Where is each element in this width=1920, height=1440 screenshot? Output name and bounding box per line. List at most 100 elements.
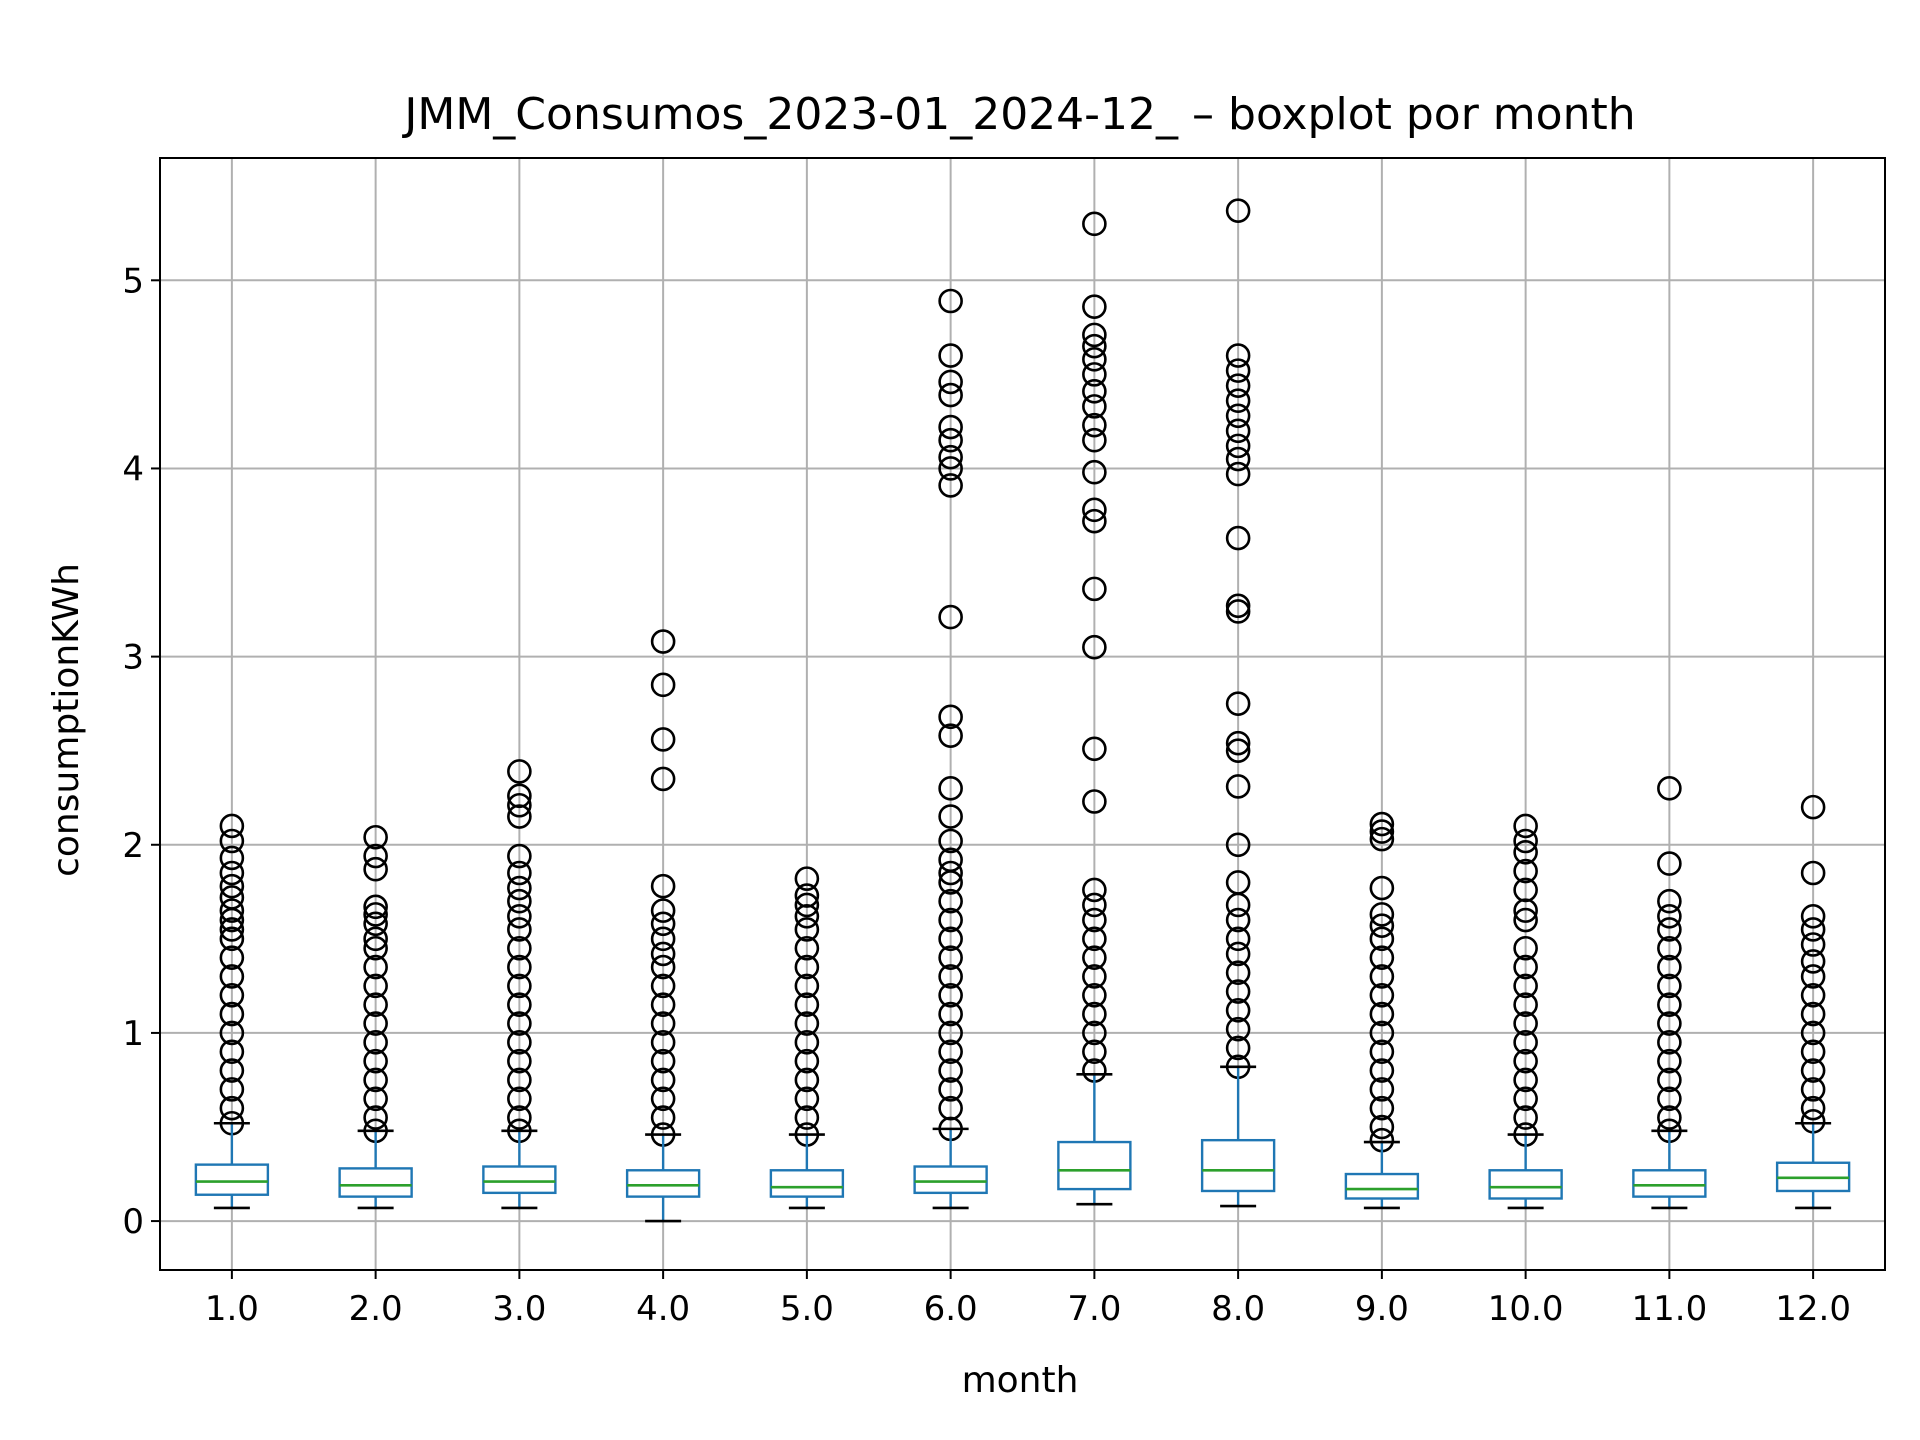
x-tick-label: 6.0 [924,1289,978,1329]
flier-point [650,1105,676,1130]
flier-point [219,1039,245,1065]
flier-point [219,917,245,942]
flier-point [219,898,245,923]
iqr-box [625,1169,701,1198]
box-month-12.0 [1775,794,1851,1210]
flier-point [1657,954,1682,980]
flier-point [219,982,245,1008]
flier-point [1082,964,1107,989]
flier-point [219,845,245,871]
flier-point [507,1048,532,1074]
flier-point [650,766,676,792]
flier-point [507,888,532,914]
flier-point [650,973,676,999]
flier-point [794,903,820,929]
flier-point [794,1105,820,1130]
flier-point [363,824,388,850]
flier-point [219,828,245,854]
flier-point [1657,917,1682,942]
flier-point [1800,982,1826,1008]
flier-point [1657,1067,1682,1093]
flier-point [938,964,963,989]
flier-point [1225,1016,1251,1042]
flier-point [1225,998,1251,1023]
flier-point [938,804,963,829]
flier-point [1513,1105,1538,1130]
flier-point [1800,932,1826,957]
flier-point [1800,1039,1826,1065]
x-tick-label: 11.0 [1632,1289,1708,1329]
y-tick-label: 1 [122,1014,144,1054]
flier-point [1513,858,1538,884]
flier-point [363,894,388,920]
flier-point [1369,826,1395,852]
iqr-box [769,1169,845,1198]
flier-point [1369,875,1395,901]
flier-point [938,723,963,748]
x-tick-label: 1.0 [205,1289,259,1329]
flier-point [1082,497,1107,523]
x-tick-label: 2.0 [349,1289,403,1329]
flier-point [219,860,245,886]
flier-point [650,911,676,937]
flier-point [1657,973,1682,999]
flier-point [507,954,532,980]
flier-point [1082,394,1107,419]
flier-point [938,382,963,408]
flier-point [507,1086,532,1112]
flier-point [1513,935,1538,961]
flier-point [1082,1001,1107,1027]
flier-point [1082,322,1107,348]
flier-point [1082,1039,1107,1065]
flier-point [1657,1048,1682,1074]
iqr-box [194,1163,270,1196]
flier-point [507,917,532,942]
flier-point [507,1011,532,1036]
x-tick-label: 5.0 [780,1289,834,1329]
flier-point [1082,1020,1107,1046]
flier-point [650,629,676,654]
flier-point [1369,1077,1395,1102]
x-tick-label: 12.0 [1775,1289,1851,1329]
flier-point [1513,1048,1538,1074]
flier-point [1369,913,1395,938]
flier-point [1225,373,1251,398]
flier-point [1513,898,1538,923]
flier-point [938,414,963,440]
flier-point [938,860,963,886]
flier-point [1225,870,1251,895]
flier-point [363,954,388,980]
iqr-box [1632,1169,1707,1198]
flier-point [650,1067,676,1093]
flier-point [794,1030,820,1055]
flier-point [1225,926,1251,952]
flier-point [938,604,963,630]
flier-point [1225,358,1251,383]
x-tick-label: 8.0 [1211,1289,1265,1329]
flier-point [1657,776,1682,801]
iqr-box [482,1165,557,1195]
flier-point [219,813,245,839]
flier-point [363,1011,388,1036]
flier-point [938,704,963,730]
x-tick-label: 10.0 [1488,1289,1564,1329]
flier-point [1657,1030,1682,1055]
flier-point [219,1001,245,1027]
flier-point [1225,941,1251,967]
flier-point [1225,403,1251,429]
grid-lines [160,158,1885,1270]
flier-point [650,1011,676,1036]
iqr-box [1200,1138,1276,1193]
flier-point [1082,333,1107,359]
box-month-11.0 [1632,776,1707,1210]
flier-point [507,860,532,886]
y-tick-label: 2 [122,826,144,866]
flier-point [1369,811,1395,837]
flier-point [1082,576,1107,602]
flier-point [1800,860,1826,886]
flier-point [363,843,388,869]
flier-point [507,903,532,929]
iqr-box [1488,1169,1563,1200]
flier-point [650,941,676,967]
flier-point [650,926,676,952]
